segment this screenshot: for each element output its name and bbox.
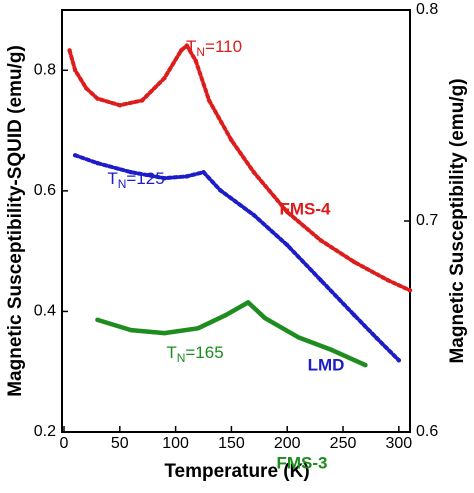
data-point	[201, 169, 206, 175]
y-tick-label: 0.2	[34, 423, 56, 440]
data-point	[285, 209, 290, 215]
annotation-subscript: N	[177, 351, 186, 365]
data-point	[128, 327, 134, 333]
x-axis-title: Temperature (K)	[164, 461, 309, 482]
data-point	[407, 288, 413, 293]
data-point	[206, 98, 212, 103]
x-tick-label: 50	[111, 435, 129, 452]
y2-tick-label: 0.6	[416, 423, 438, 440]
data-point	[195, 326, 201, 331]
x-tick-label: 250	[330, 435, 357, 452]
data-point	[84, 86, 89, 91]
data-point	[318, 277, 323, 283]
data-point	[351, 312, 357, 318]
x-tick-label: 300	[385, 435, 412, 452]
series-label: FMS-4	[280, 199, 332, 218]
data-point	[251, 212, 256, 218]
data-point	[162, 330, 167, 336]
annotation-symbol: T	[186, 37, 196, 56]
data-point	[162, 175, 167, 181]
data-point	[363, 362, 368, 368]
data-point	[396, 358, 402, 363]
x-tick-label: 200	[274, 435, 301, 452]
x-tick-label: 100	[162, 435, 189, 452]
data-point	[95, 317, 100, 323]
x-tick-label: 150	[218, 435, 245, 452]
y2-tick-label: 0.8	[416, 1, 438, 18]
annotation-symbol: T	[107, 169, 117, 188]
data-point	[117, 103, 123, 108]
series-label: LMD	[308, 355, 345, 374]
data-point	[178, 48, 184, 53]
y2-tick-label: 0.7	[416, 212, 438, 229]
data-point	[229, 138, 234, 143]
data-point	[251, 169, 256, 175]
data-point	[223, 312, 229, 318]
data-point	[162, 75, 167, 81]
data-point	[245, 300, 251, 305]
series-line	[95, 300, 368, 368]
data-point	[318, 238, 323, 243]
data-point	[193, 58, 198, 63]
y2-axis-title: Magnetic Susceptibility (emu/g)	[447, 78, 468, 363]
y-tick-label: 0.8	[34, 62, 56, 79]
annotation-subscript: N	[196, 45, 205, 59]
data-point	[374, 335, 379, 341]
annotation-symbol: T	[166, 343, 176, 362]
y-tick-label: 0.4	[34, 303, 56, 320]
annotation-value: =165	[185, 343, 223, 362]
annotation: TN=165	[166, 343, 223, 365]
data-point	[72, 68, 78, 73]
annotation: TN=110	[186, 37, 242, 59]
data-point	[296, 335, 301, 340]
y-tick-label: 0.6	[34, 182, 56, 199]
series-line	[67, 43, 412, 293]
data-point	[329, 347, 335, 353]
data-point	[139, 98, 145, 103]
data-point	[184, 174, 189, 179]
y-axis-title: Magnetic Susceptibility-SQUID (emu/g)	[5, 45, 26, 397]
x-tick-label: 0	[60, 435, 69, 452]
plot-frame	[61, 9, 411, 433]
data-point	[95, 96, 100, 101]
annotation: TN=125	[107, 169, 164, 191]
data-point	[262, 315, 268, 321]
series-label: FMS-3	[277, 453, 328, 472]
data-point	[184, 43, 189, 48]
data-point	[72, 153, 78, 158]
data-point	[351, 259, 357, 265]
data-point	[385, 277, 390, 283]
data-point	[218, 188, 223, 193]
annotation-value: =110	[205, 37, 242, 56]
data-point	[67, 48, 72, 53]
annotation-value: =125	[126, 169, 164, 188]
data-point	[128, 169, 134, 175]
annotation-subscript: N	[118, 177, 127, 191]
data-point	[95, 160, 100, 166]
data-point	[285, 242, 290, 248]
